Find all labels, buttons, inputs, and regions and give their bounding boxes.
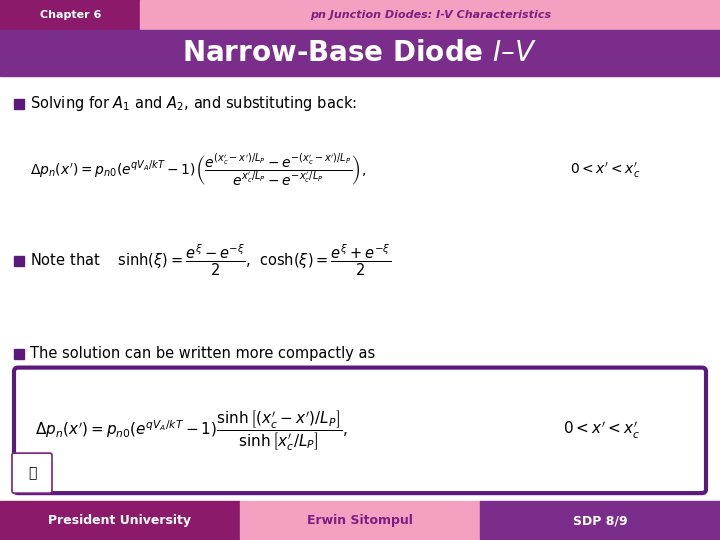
Text: Chapter 6: Chapter 6: [40, 10, 101, 20]
Text: $0 < x' < x_c'$: $0 < x' < x_c'$: [570, 161, 640, 180]
Bar: [14, 99, 24, 109]
FancyBboxPatch shape: [14, 368, 706, 493]
Bar: [0, 0, 140, 30]
Text: Solving for $A_1$ and $A_2$, and substituting back:: Solving for $A_1$ and $A_2$, and substit…: [30, 94, 357, 113]
Text: The solution can be written more compactly as: The solution can be written more compact…: [30, 346, 375, 361]
Text: Erwin Sitompul: Erwin Sitompul: [307, 514, 413, 527]
Text: pn Junction Diodes: I-V Characteristics: pn Junction Diodes: I-V Characteristics: [310, 10, 551, 20]
Bar: [140, 0, 720, 30]
Bar: [14, 349, 24, 359]
Text: Narrow-Base Diode $\mathit{I}$–$\mathit{V}$: Narrow-Base Diode $\mathit{I}$–$\mathit{…: [182, 39, 538, 66]
Bar: [14, 255, 24, 266]
Text: President University: President University: [48, 514, 192, 527]
Text: $0 < x' < x_c'$: $0 < x' < x_c'$: [563, 420, 640, 441]
Text: ⛪: ⛪: [28, 466, 36, 480]
Text: $\Delta p_n(x') = p_{n0}(e^{qV_A/kT}-1)\dfrac{\sinh\left[(x_c'-x')/L_P\right]}{\: $\Delta p_n(x') = p_{n0}(e^{qV_A/kT}-1)\…: [35, 408, 348, 453]
Bar: [0, 76, 720, 501]
Bar: [0, 30, 720, 76]
Text: $\Delta p_n(x') = p_{n0}(e^{qV_A/kT}-1)\left(\dfrac{e^{(x_c'-x')/L_P}-e^{-(x_c'-: $\Delta p_n(x') = p_{n0}(e^{qV_A/kT}-1)\…: [30, 153, 366, 188]
Text: Note that    $\sinh(\xi)=\dfrac{e^\xi - e^{-\xi}}{2}$,  $\cosh(\xi)=\dfrac{e^\xi: Note that $\sinh(\xi)=\dfrac{e^\xi - e^{…: [30, 243, 391, 278]
Bar: [0, 501, 240, 540]
Bar: [240, 501, 480, 540]
Bar: [480, 501, 720, 540]
FancyBboxPatch shape: [12, 453, 52, 493]
Text: SDP 8/9: SDP 8/9: [572, 514, 627, 527]
